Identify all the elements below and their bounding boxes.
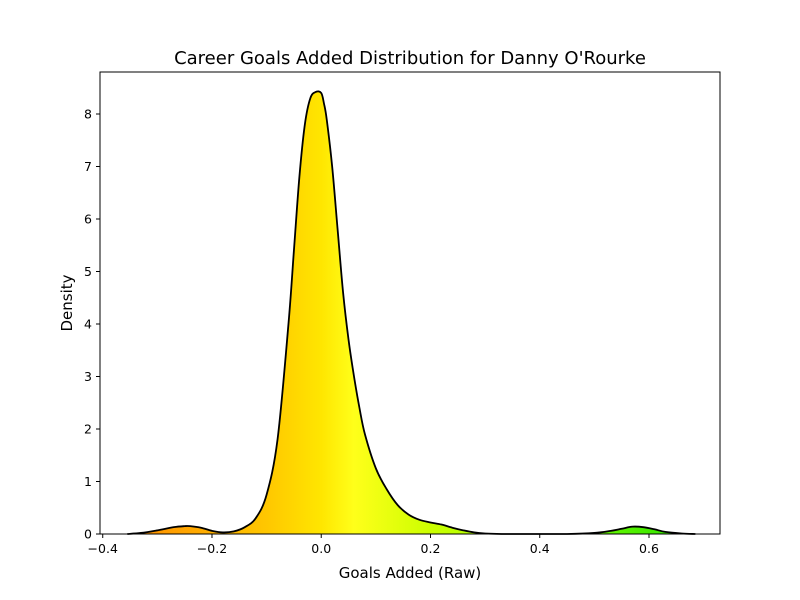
y-axis-label: Density [58, 274, 76, 331]
x-axis-label: Goals Added (Raw) [339, 564, 482, 582]
density-area-fill [127, 91, 696, 534]
plot-area [127, 90, 696, 535]
chart-title: Career Goals Added Distribution for Dann… [174, 48, 646, 69]
y-tick-label: 2 [84, 422, 92, 437]
density-line [127, 90, 696, 535]
y-axis-ticks: 0 1 2 3 4 5 6 7 8 [84, 107, 100, 542]
x-tick-label: −0.2 [197, 541, 227, 556]
y-tick-label: 7 [84, 159, 92, 174]
y-tick-label: 4 [84, 317, 92, 332]
y-tick-label: 3 [84, 369, 92, 384]
x-tick-label: 0.4 [530, 541, 550, 556]
x-tick-label: −0.4 [88, 541, 118, 556]
x-tick-label: 0.2 [421, 541, 441, 556]
y-tick-label: 5 [84, 264, 92, 279]
plot-frame [99, 71, 721, 535]
y-tick-label: 6 [84, 212, 92, 227]
x-tick-label: 0.6 [639, 541, 659, 556]
y-tick-label: 1 [84, 474, 92, 489]
y-tick-label: 8 [84, 107, 92, 122]
x-axis-ticks: −0.4 −0.2 0.0 0.2 0.4 0.6 [88, 534, 659, 556]
y-tick-label: 0 [84, 527, 92, 542]
x-tick-label: 0.0 [311, 541, 331, 556]
